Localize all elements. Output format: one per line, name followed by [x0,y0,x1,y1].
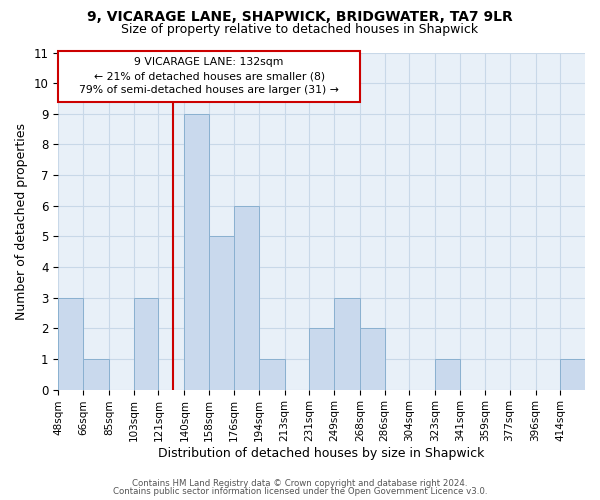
X-axis label: Distribution of detached houses by size in Shapwick: Distribution of detached houses by size … [158,447,485,460]
Bar [334,298,360,390]
FancyBboxPatch shape [58,51,360,102]
Text: Contains HM Land Registry data © Crown copyright and database right 2024.: Contains HM Land Registry data © Crown c… [132,478,468,488]
Bar [83,359,109,390]
Bar [234,206,259,390]
Bar [58,298,83,390]
Text: Contains public sector information licensed under the Open Government Licence v3: Contains public sector information licen… [113,487,487,496]
Bar [560,359,585,390]
Bar [259,359,284,390]
Text: 9 VICARAGE LANE: 132sqm
← 21% of detached houses are smaller (8)
79% of semi-det: 9 VICARAGE LANE: 132sqm ← 21% of detache… [79,58,339,96]
Bar [360,328,385,390]
Bar [309,328,334,390]
Y-axis label: Number of detached properties: Number of detached properties [15,122,28,320]
Bar [184,114,209,390]
Bar [134,298,158,390]
Text: Size of property relative to detached houses in Shapwick: Size of property relative to detached ho… [121,22,479,36]
Bar [209,236,234,390]
Bar [436,359,460,390]
Text: 9, VICARAGE LANE, SHAPWICK, BRIDGWATER, TA7 9LR: 9, VICARAGE LANE, SHAPWICK, BRIDGWATER, … [87,10,513,24]
